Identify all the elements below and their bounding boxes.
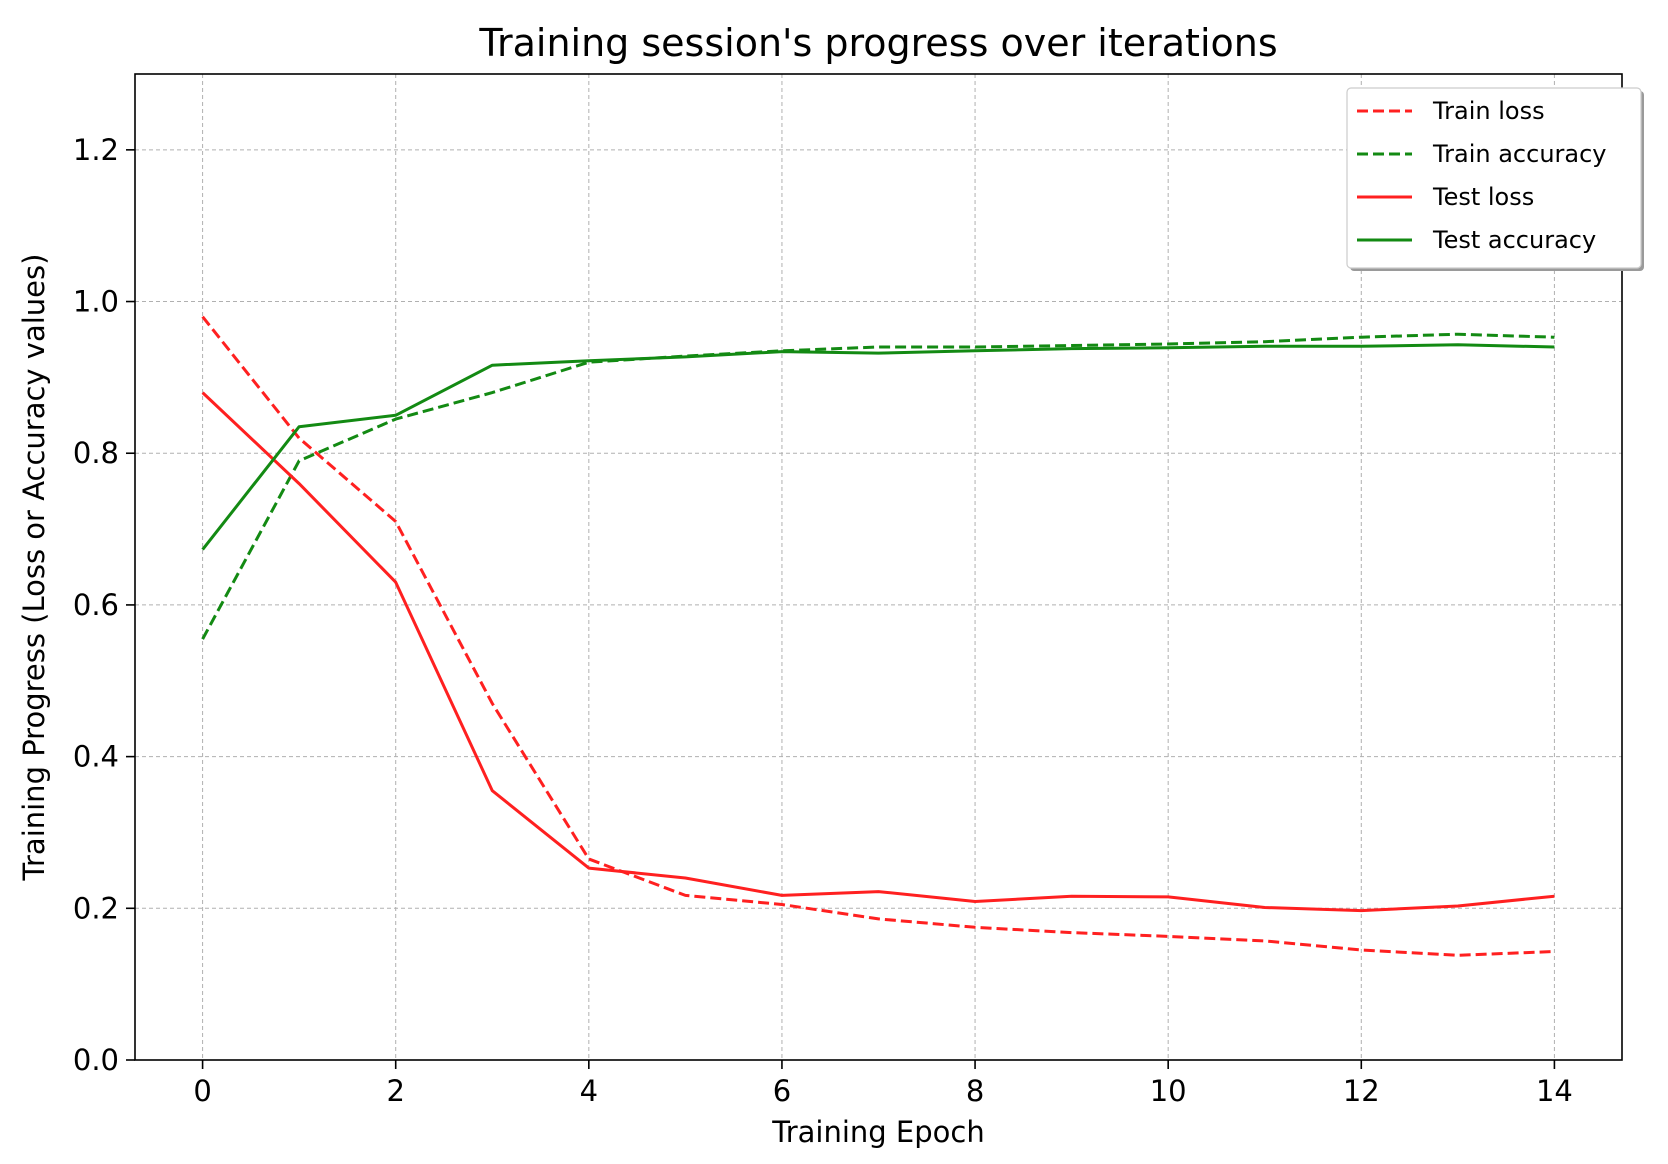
axis-ticks: 0 2 4 6 8 10 12 14 0.0 0.2 0.4 0.6 0.8 1.0 1.2 <box>73 133 1573 1108</box>
y-axis-label: Training Progress (Loss or Accuracy valu… <box>17 254 51 882</box>
plot-frame <box>134 73 1623 1061</box>
y-tick-label: 0.2 <box>73 891 119 925</box>
x-tick-label: 2 <box>386 1074 404 1108</box>
y-tick-label: 0.6 <box>73 588 119 622</box>
legend: Train loss Train accuracy Test loss Test ac… <box>1346 87 1644 271</box>
x-axis-label: Training Epoch <box>771 1115 984 1149</box>
series-lines <box>201 315 1555 957</box>
x-tick-label: 10 <box>1150 1074 1187 1108</box>
x-tick-label: 0 <box>193 1074 211 1108</box>
x-tick-label: 12 <box>1343 1074 1380 1108</box>
legend-label: Train loss <box>1432 97 1545 125</box>
chart-title: Training session's progress over iterati… <box>478 21 1277 65</box>
x-tick-label: 6 <box>773 1074 791 1108</box>
series-line-test-loss <box>201 391 1555 913</box>
x-tick-label: 8 <box>966 1074 984 1108</box>
y-tick-label: 1.2 <box>73 133 119 167</box>
series-line-train-loss <box>201 315 1555 957</box>
x-tick-label: 14 <box>1536 1074 1573 1108</box>
legend-label: Train accuracy <box>1432 140 1607 168</box>
y-tick-label: 0.0 <box>73 1043 119 1077</box>
series-line-train-accuracy <box>201 332 1555 640</box>
series-line-test-accuracy <box>201 343 1555 551</box>
y-tick-label: 0.8 <box>73 436 119 470</box>
legend-label: Test loss <box>1432 183 1534 211</box>
legend-box <box>1346 87 1642 269</box>
legend-label: Test accuracy <box>1432 226 1596 254</box>
y-tick-label: 0.4 <box>73 740 119 774</box>
x-tick-label: 4 <box>580 1074 598 1108</box>
y-tick-label: 1.0 <box>73 285 119 319</box>
